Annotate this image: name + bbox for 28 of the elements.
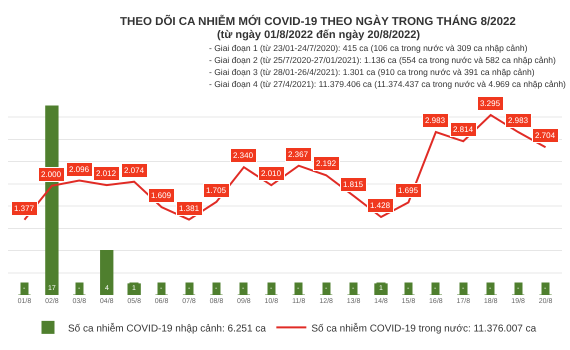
data-label: 2.074 bbox=[124, 166, 145, 175]
data-label: 1.381 bbox=[179, 204, 200, 213]
text: - Giai đoạn 4 (từ 27/4/2021): 11.379.406 ca (11.374.437 ca trong nước và 4.969 ca nhập cảnh) bbox=[209, 79, 566, 89]
data-label: 1.695 bbox=[398, 186, 419, 195]
data-label: 1.428 bbox=[370, 201, 391, 210]
text: - Giai đoạn 2 (từ 25/7/2020-27/01/2021): 1.136 ca (554 ca trong nước và 582 ca nhập cảnh) bbox=[209, 55, 556, 65]
chart-title: THEO DÕI CA NHIỄM MỚI COVID-19 THEO NGÀY TRONG THÁNG 8/2022 bbox=[120, 14, 516, 28]
data-label: 2.010 bbox=[261, 169, 282, 178]
data-label: 2.192 bbox=[316, 159, 337, 168]
data-label: 2.983 bbox=[508, 116, 529, 125]
data-label: 2.012 bbox=[96, 169, 117, 178]
data-label: 2.983 bbox=[425, 116, 446, 125]
data-label: 1.609 bbox=[151, 191, 172, 200]
data-label: 2.000 bbox=[41, 170, 62, 179]
legend-label: Số ca nhiễm COVID-19 nhập cảnh: 6.251 ca bbox=[68, 322, 266, 334]
legend-label: Số ca nhiễm COVID-19 trong nước: 11.376.007 ca bbox=[311, 322, 537, 334]
data-label: 3.295 bbox=[480, 99, 501, 108]
data-label: 2.340 bbox=[233, 151, 254, 160]
data-label: 1.815 bbox=[343, 180, 364, 189]
data-label: 2.814 bbox=[453, 125, 474, 134]
data-label: 2.367 bbox=[288, 150, 309, 159]
text: - Giai đoạn 3 (từ 28/01-26/4/2021): 1.301 ca (910 ca trong nước và 391 ca nhập cảnh) bbox=[209, 67, 535, 77]
text: - Giai đoạn 1 (từ 23/01-24/7/2020): 415 ca (106 ca trong nước và 309 ca nhập cảnh) bbox=[209, 43, 528, 53]
chart-subtitle: (từ ngày 01/8/2022 đến ngày 20/8/2022) bbox=[217, 29, 420, 41]
data-label: 2.704 bbox=[535, 131, 556, 140]
data-label: 2.096 bbox=[69, 165, 90, 174]
data-label: 1.705 bbox=[206, 186, 227, 195]
data-label: 1.377 bbox=[14, 204, 35, 213]
